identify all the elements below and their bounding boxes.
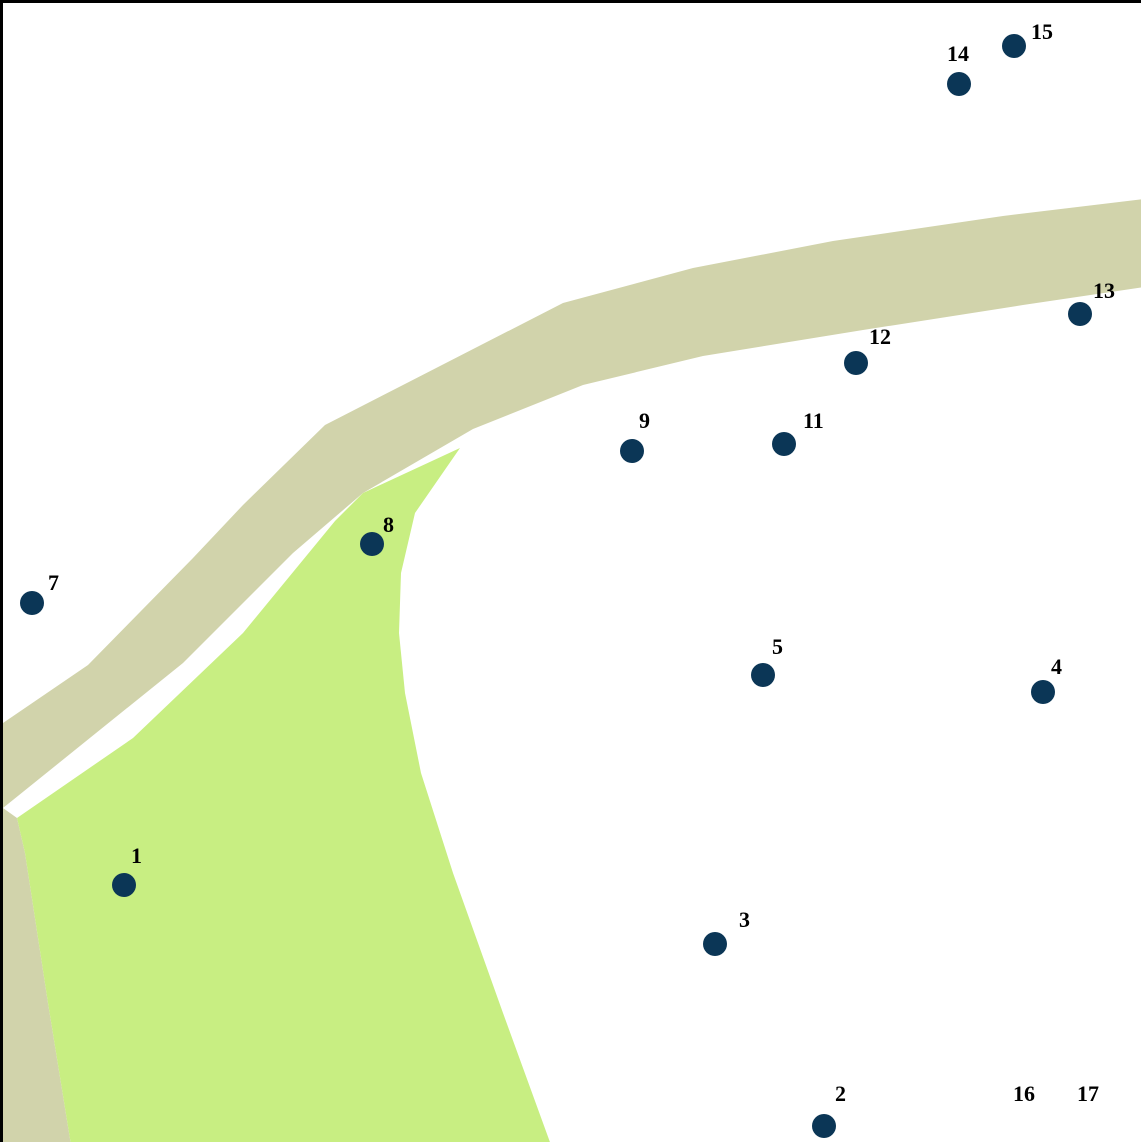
- marker-12[interactable]: 12: [844, 324, 891, 375]
- marker-label: 12: [869, 324, 891, 349]
- marker-label: 7: [48, 570, 59, 595]
- marker-label: 15: [1031, 19, 1053, 44]
- marker-3[interactable]: 3: [703, 907, 750, 956]
- marker-dot[interactable]: [751, 663, 775, 687]
- marker-dot[interactable]: [703, 932, 727, 956]
- marker-dot[interactable]: [772, 432, 796, 456]
- marker-label: 2: [835, 1081, 846, 1106]
- marker-dot[interactable]: [620, 439, 644, 463]
- marker-label: 13: [1093, 278, 1115, 303]
- marker-9[interactable]: 9: [620, 408, 650, 463]
- marker-label: 1: [131, 843, 142, 868]
- marker-1[interactable]: 1: [112, 843, 142, 897]
- marker-dot[interactable]: [812, 1114, 836, 1138]
- marker-14[interactable]: 14: [947, 41, 971, 96]
- marker-8[interactable]: 8: [360, 512, 394, 556]
- marker-label: 8: [383, 512, 394, 537]
- marker-4[interactable]: 4: [1031, 654, 1062, 704]
- marker-15[interactable]: 15: [1002, 19, 1053, 58]
- park-area: [17, 448, 550, 1142]
- road-left-edge: [3, 808, 71, 1142]
- marker-label: 3: [739, 907, 750, 932]
- marker-dot[interactable]: [112, 873, 136, 897]
- marker-label: 14: [947, 41, 969, 66]
- marker-dot[interactable]: [844, 351, 868, 375]
- marker-dot[interactable]: [947, 72, 971, 96]
- marker-2[interactable]: 2: [812, 1081, 846, 1138]
- marker-label: 4: [1051, 654, 1062, 679]
- label-16: 16: [1013, 1081, 1035, 1106]
- marker-13[interactable]: 13: [1068, 278, 1115, 326]
- marker-7[interactable]: 7: [20, 570, 59, 615]
- marker-11[interactable]: 11: [772, 408, 824, 456]
- marker-5[interactable]: 5: [751, 634, 783, 687]
- marker-label: 11: [803, 408, 824, 433]
- marker-dot[interactable]: [360, 532, 384, 556]
- label-17: 17: [1077, 1081, 1099, 1106]
- marker-dot[interactable]: [1031, 680, 1055, 704]
- marker-label: 5: [772, 634, 783, 659]
- marker-dot[interactable]: [1002, 34, 1026, 58]
- road: [3, 199, 1141, 808]
- marker-label: 9: [639, 408, 650, 433]
- marker-dot[interactable]: [1068, 302, 1092, 326]
- marker-dot[interactable]: [20, 591, 44, 615]
